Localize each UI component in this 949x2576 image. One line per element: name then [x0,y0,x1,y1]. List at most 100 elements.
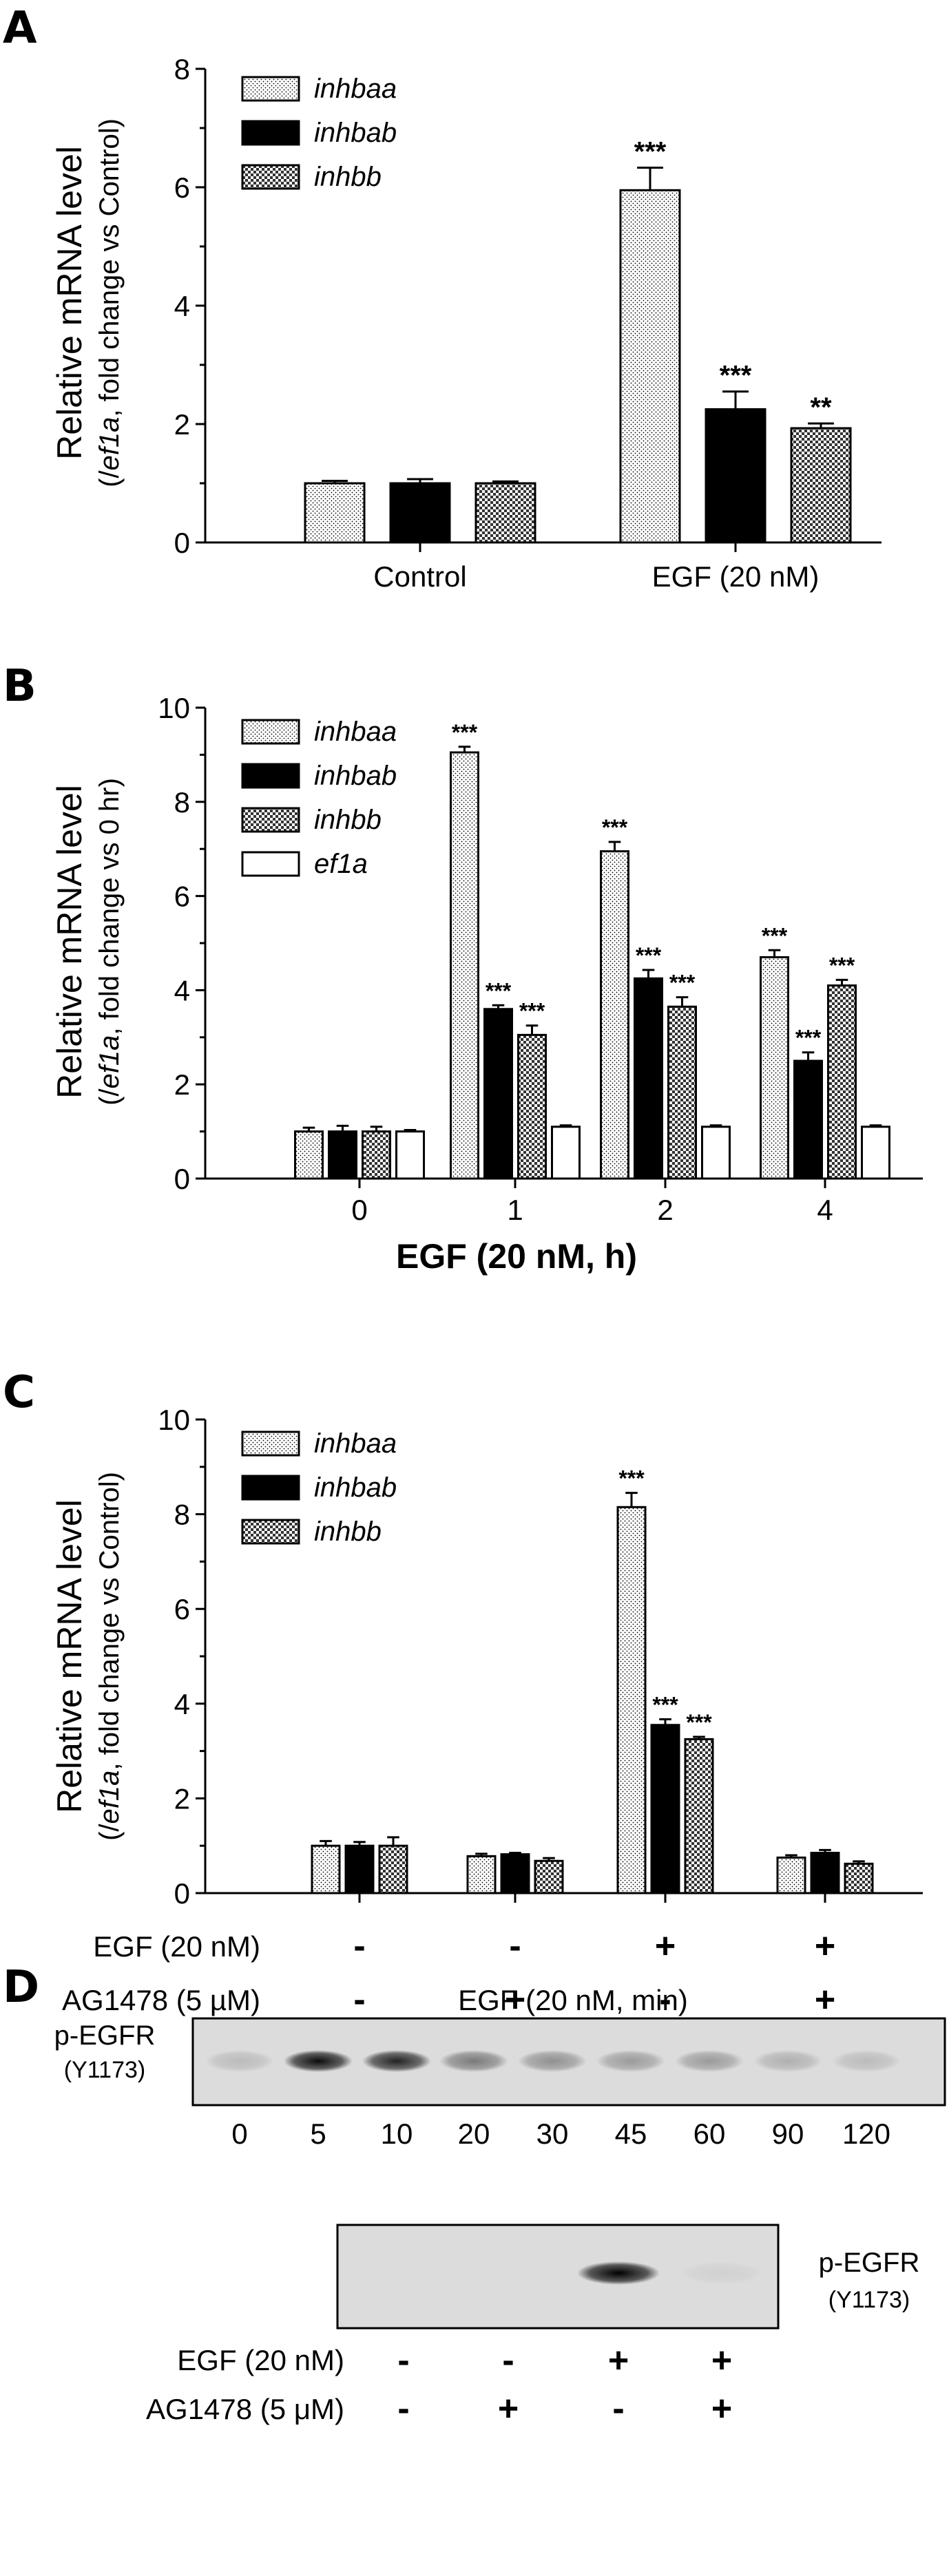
lane-label: 45 [615,2118,647,2150]
y-tick-label: 4 [174,290,190,322]
treatment-sign: + [815,1926,835,1966]
y-tick-label: 8 [174,1499,190,1531]
treatment-sign: - [502,2341,514,2380]
y-tick-label: 6 [174,171,190,204]
treatment-sign: + [505,1980,525,2020]
blot-band [596,2050,665,2072]
bar [667,1005,697,1180]
y-tick-label: 10 [158,1404,190,1436]
significance-label: *** [669,971,696,995]
significance-label: *** [686,1710,712,1735]
bar [389,482,451,544]
treatment-sign: + [815,1980,835,2020]
bar [600,850,629,1180]
significance-label: *** [720,361,752,391]
legend-swatch [241,807,300,833]
chart-c: 0 2 4 6 8 10 *** *** *** inhbaa inhbab inhbb [158,1404,923,1910]
blot-top-label-sub: (Y1173) [64,2057,145,2083]
treatment-sign: + [498,2389,519,2429]
blot-band [518,2050,587,2072]
lane-label: 30 [536,2118,569,2150]
treatment-sign: - [659,1980,671,2020]
xlabel-b: EGF (20 nM, h) [396,1237,637,1276]
lane-label: 10 [381,2118,413,2150]
ylabel-c: Relative mRNA level [50,1499,89,1813]
y-tick-label: 2 [174,1782,190,1815]
legend-swatch [241,164,300,190]
d-row-egf-label: EGF (20 nM) [177,2344,344,2376]
bar [650,1724,680,1894]
blot-top-label-main: p-EGFR [54,2020,156,2051]
significance-label: ** [810,392,832,423]
lane-label: 60 [694,2118,726,2150]
bar [776,1856,806,1894]
treatment-sign: - [612,2389,624,2429]
legend-swatch [241,1475,300,1501]
blot-band [577,2261,660,2285]
y-tick-label: 6 [174,880,190,913]
treatment-sign: + [711,2341,732,2380]
y-tick-label: 0 [174,527,190,559]
lane-label: 0 [231,2118,247,2150]
significance-label: *** [795,1026,822,1051]
ylabel-a: Relative mRNA level [50,146,89,460]
lane-label: 20 [458,2118,490,2150]
ylabel-b-sub: (/ef1a, fold change vs 0 hr) [94,778,125,1106]
c-row-egf-label: EGF (20 nM) [93,1930,260,1963]
chart-b: 0 2 4 6 8 10 0 1 *** *** *** 2 *** *** *** 4 *** *** *** in… [158,692,923,1226]
legend-label: inhbaa [314,717,397,747]
significance-label: *** [452,720,478,745]
significance-label: *** [486,978,512,1003]
blot-bottom-label-main: p-EGFR [819,2248,920,2278]
bar [294,1130,324,1180]
x-tick-label: 0 [351,1194,367,1226]
treatment-sign: - [397,2389,409,2429]
x-tick-label: 1 [507,1194,523,1226]
treatment-sign: - [397,2341,409,2380]
bar [466,1855,497,1894]
x-tick-label: Control [373,560,466,593]
blot-band [439,2050,508,2072]
bar [684,1738,714,1894]
bar [634,977,663,1180]
y-tick-label: 0 [174,1877,190,1910]
legend-label: ef1a [314,849,368,879]
blot-bottom-bands [577,2261,763,2285]
d-row-ag-label: AG1478 (5 μM) [146,2393,344,2425]
panel-letter-d: D [3,1962,39,2013]
y-tick-label: 0 [174,1163,190,1195]
panel-letter-b: B [3,661,36,712]
panel-letter-c: C [3,1367,35,1418]
legend-label: inhbb [314,1517,382,1547]
legend-label: inhbab [314,118,397,148]
bar [304,482,366,544]
significance-label: *** [652,1693,678,1718]
ylabel-c-sub: (/ef1a, fold change vs Control) [94,1472,125,1841]
y-tick-label: 4 [174,974,190,1006]
significance-label: *** [762,923,788,948]
blot-band [205,2050,274,2072]
blot-band [675,2050,744,2072]
treatment-sign: - [353,1926,365,1966]
c-signs: - - + + - + - + [353,1926,835,2020]
legend-swatch [241,1519,300,1545]
blot-band [362,2050,431,2072]
bar [311,1844,341,1894]
treatment-sign: + [608,2341,629,2380]
blot-top-title: EGF (20 nM, min) [458,1984,688,2016]
significance-label: *** [618,1466,645,1491]
y-tick-label: 2 [174,1068,190,1101]
ylabel-b: Relative mRNA level [50,785,89,1099]
bar [861,1126,890,1180]
treatment-sign: - [509,1926,521,1966]
legend-swatch [241,851,300,877]
lane-label: 120 [842,2118,890,2150]
bar [616,1506,647,1894]
blot-band [832,2050,901,2072]
legend-label: inhbaa [314,74,397,104]
legend-swatch [241,76,300,102]
bar [810,1852,840,1894]
bar [378,1844,408,1894]
bar [619,189,681,544]
